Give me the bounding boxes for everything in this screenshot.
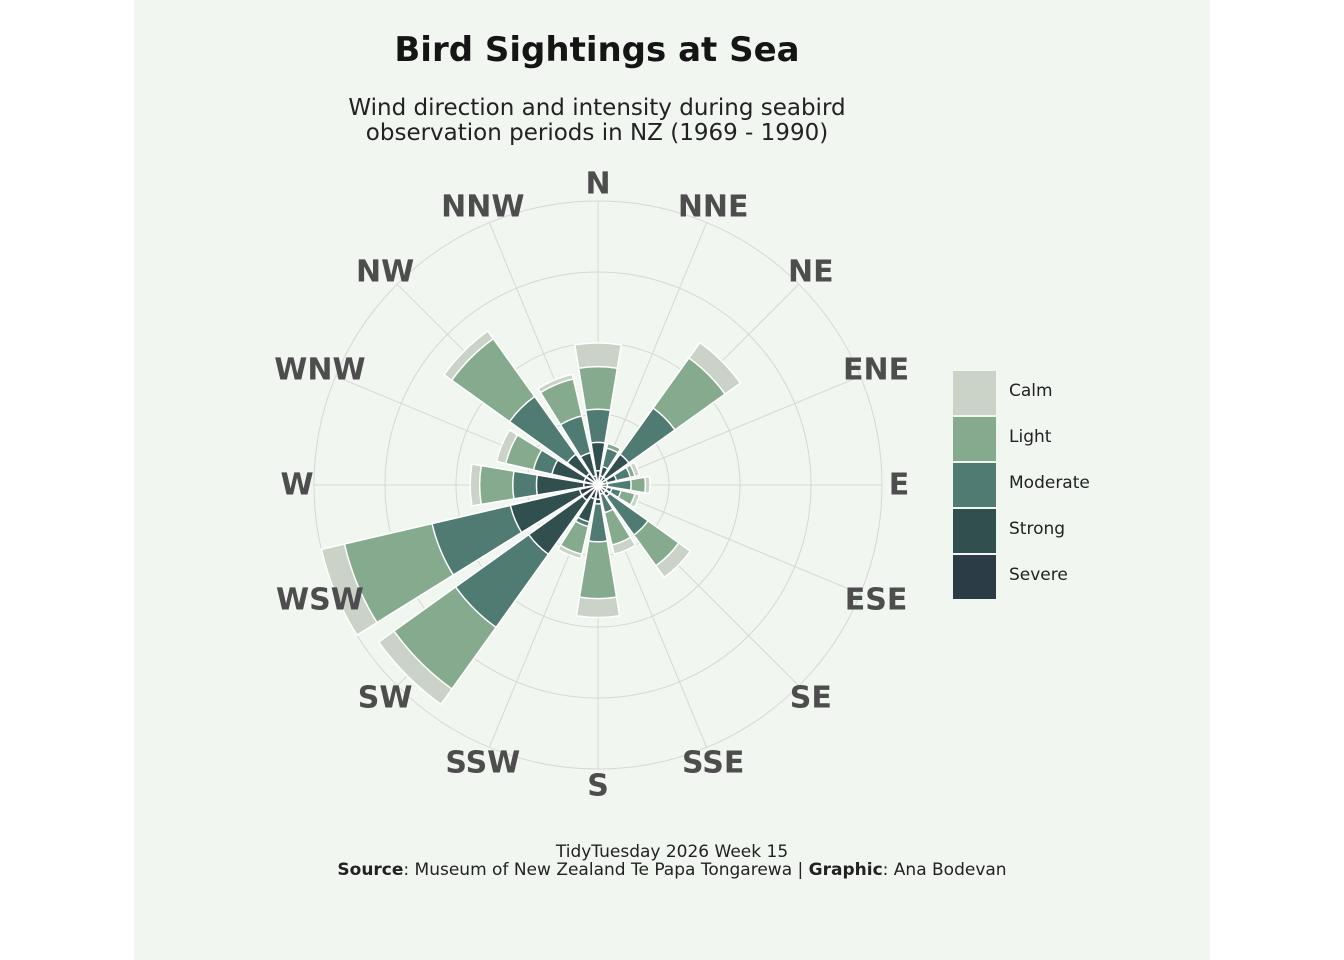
bar-s-moderate	[587, 484, 609, 543]
grid-spoke-nne	[597, 222, 708, 486]
bar-wsw-strong	[509, 484, 599, 534]
direction-label-ese: ESE	[845, 583, 908, 618]
legend-label-severe: Severe	[1009, 565, 1068, 585]
bar-w-strong	[535, 474, 599, 496]
direction-label-w: W	[280, 468, 313, 503]
direction-label-s: S	[587, 769, 609, 804]
chart-subtitle: Wind direction and intensity during seab…	[348, 95, 846, 146]
legend-swatch-moderate	[953, 463, 996, 507]
direction-label-ssw: SSW	[445, 746, 520, 781]
wind-rose-chart: N NNE NE ENE E ESE SE SSE S SSW SW WSW W WNW NW NNW	[274, 167, 909, 804]
bars-layer	[320, 330, 742, 706]
legend-swatch-severe	[953, 555, 996, 599]
direction-label-ne: NE	[788, 255, 834, 290]
legend-label-light: Light	[1009, 427, 1052, 447]
bar-se-moderate	[597, 484, 649, 536]
bar-n-strong	[590, 441, 606, 486]
caption-line1: TidyTuesday 2026 Week 15	[555, 842, 789, 862]
direction-label-sse: SSE	[682, 746, 744, 781]
legend-swatch-light	[953, 417, 996, 461]
bar-sw-strong	[527, 484, 599, 556]
legend-label-calm: Calm	[1009, 381, 1053, 401]
plot-background: Bird Sightings at Sea Wind direction and…	[134, 0, 1210, 960]
direction-label-n: N	[585, 167, 610, 202]
bar-n-severe	[594, 470, 602, 486]
direction-label-se: SE	[790, 680, 832, 715]
legend-swatch-calm	[953, 371, 996, 415]
chart-title: Bird Sightings at Sea	[394, 30, 800, 70]
source-label: Source	[337, 860, 404, 880]
caption: TidyTuesday 2026 Week 15 Source: Museum …	[134, 843, 1210, 879]
bar-e-moderate	[597, 478, 632, 492]
grid-spoke-ese	[597, 484, 861, 595]
legend-label-strong: Strong	[1009, 519, 1066, 539]
bar-s-severe	[594, 484, 602, 500]
direction-label-nnw: NNW	[441, 189, 524, 224]
direction-label-wsw: WSW	[276, 583, 364, 618]
legend-swatch-strong	[953, 509, 996, 553]
bar-nnw-severe	[592, 475, 599, 486]
grid-spoke-ene	[597, 375, 861, 486]
direction-label-wnw: WNW	[274, 352, 365, 387]
direction-label-nw: NW	[356, 255, 414, 290]
source-text: : Museum of New Zealand Te Papa Tongarew…	[403, 860, 809, 880]
direction-label-sw: SW	[358, 680, 413, 715]
direction-label-e: E	[889, 468, 910, 503]
bar-w-severe	[583, 481, 599, 489]
bar-wsw-severe	[578, 484, 599, 496]
graphic-text: : Ana Bodevan	[882, 860, 1007, 880]
bar-nw-severe	[585, 472, 599, 486]
direction-label-ene: ENE	[843, 352, 909, 387]
direction-label-nne: NNE	[678, 189, 749, 224]
direction-labels: N NNE NE ENE E ESE SE SSE S SSW SW WSW W WNW NW NNW	[274, 167, 909, 804]
caption-line2: Source: Museum of New Zealand Te Papa To…	[134, 861, 1210, 879]
graphic-label: Graphic	[808, 860, 883, 880]
legend-label-moderate: Moderate	[1009, 473, 1090, 493]
bar-ne-strong	[597, 453, 630, 486]
bar-sw-severe	[581, 484, 599, 502]
